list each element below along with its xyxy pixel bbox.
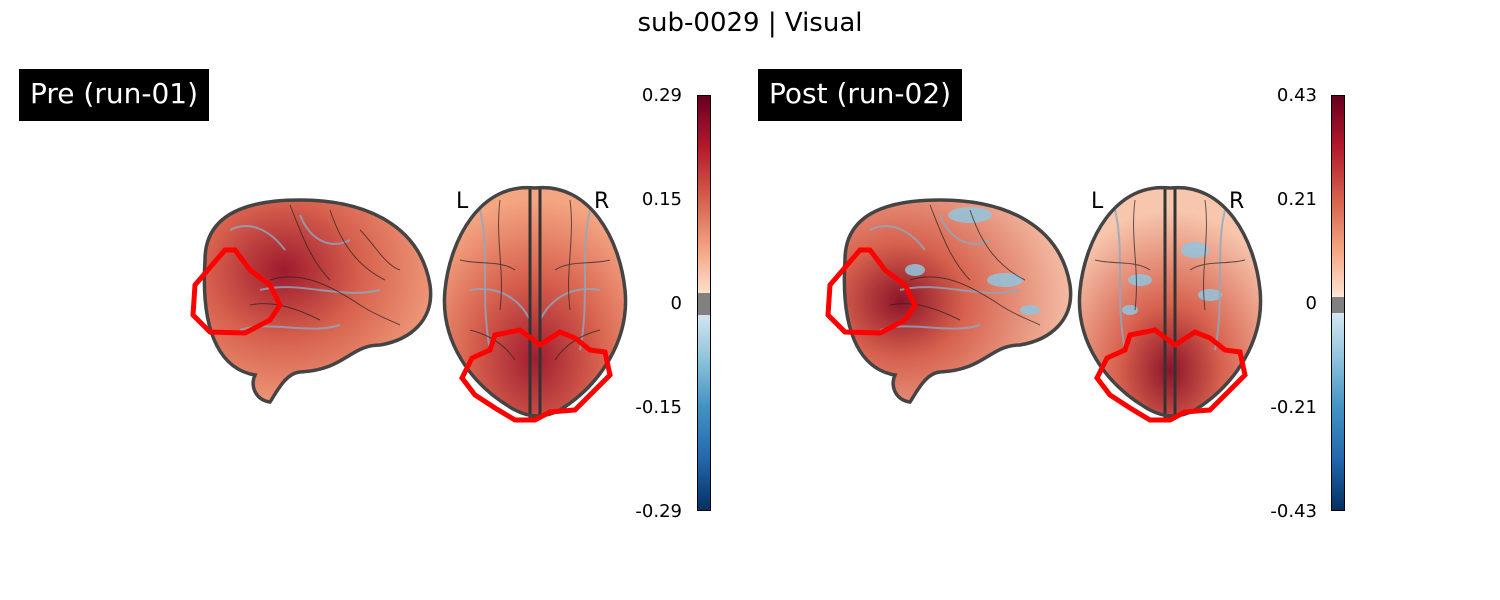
panel-post: Post (run-02)	[740, 0, 1490, 600]
colorbar	[697, 95, 711, 511]
colorbar-tick-zero: 0	[670, 293, 682, 314]
axial-brain-view	[442, 185, 628, 423]
left-hemisphere-label: L	[1091, 189, 1104, 214]
right-hemisphere-label: R	[1229, 189, 1245, 214]
axial-brain-view	[1077, 185, 1263, 423]
colorbar-tick-zero: 0	[1305, 293, 1317, 314]
brain-glass-views	[825, 185, 1263, 423]
panel-label: Pre (run-01)	[19, 69, 209, 121]
colorbar-tick-upper: 0.15	[641, 189, 682, 210]
colorbar-tick-max: 0.43	[1276, 85, 1317, 106]
panel-label: Post (run-02)	[758, 69, 963, 121]
roi-outline-sagittal	[190, 247, 283, 336]
roi-outline-sagittal	[825, 247, 918, 336]
sagittal-brain-view	[190, 198, 433, 404]
colorbar-tick-max: 0.29	[641, 85, 682, 106]
figure-title: sub-0029 | Visual	[637, 8, 863, 38]
colorbar-tick-upper: 0.21	[1276, 189, 1317, 210]
colorbar-tick-min: -0.43	[1270, 501, 1317, 522]
roi-outline-axial	[1094, 327, 1248, 423]
colorbar-tick-lower: -0.15	[635, 397, 682, 418]
brain-glass-views	[190, 185, 628, 423]
threshold-band	[698, 292, 710, 316]
roi-outline-axial	[459, 327, 613, 423]
colorbar-tick-min: -0.29	[635, 501, 682, 522]
panel-pre: Pre (run-01)	[19, 69, 711, 522]
colorbar	[1331, 95, 1345, 511]
left-hemisphere-label: L	[456, 189, 469, 214]
sagittal-brain-view	[825, 198, 1073, 404]
colorbar-tick-lower: -0.21	[1270, 397, 1317, 418]
threshold-band	[1332, 296, 1344, 314]
right-hemisphere-label: R	[594, 189, 610, 214]
